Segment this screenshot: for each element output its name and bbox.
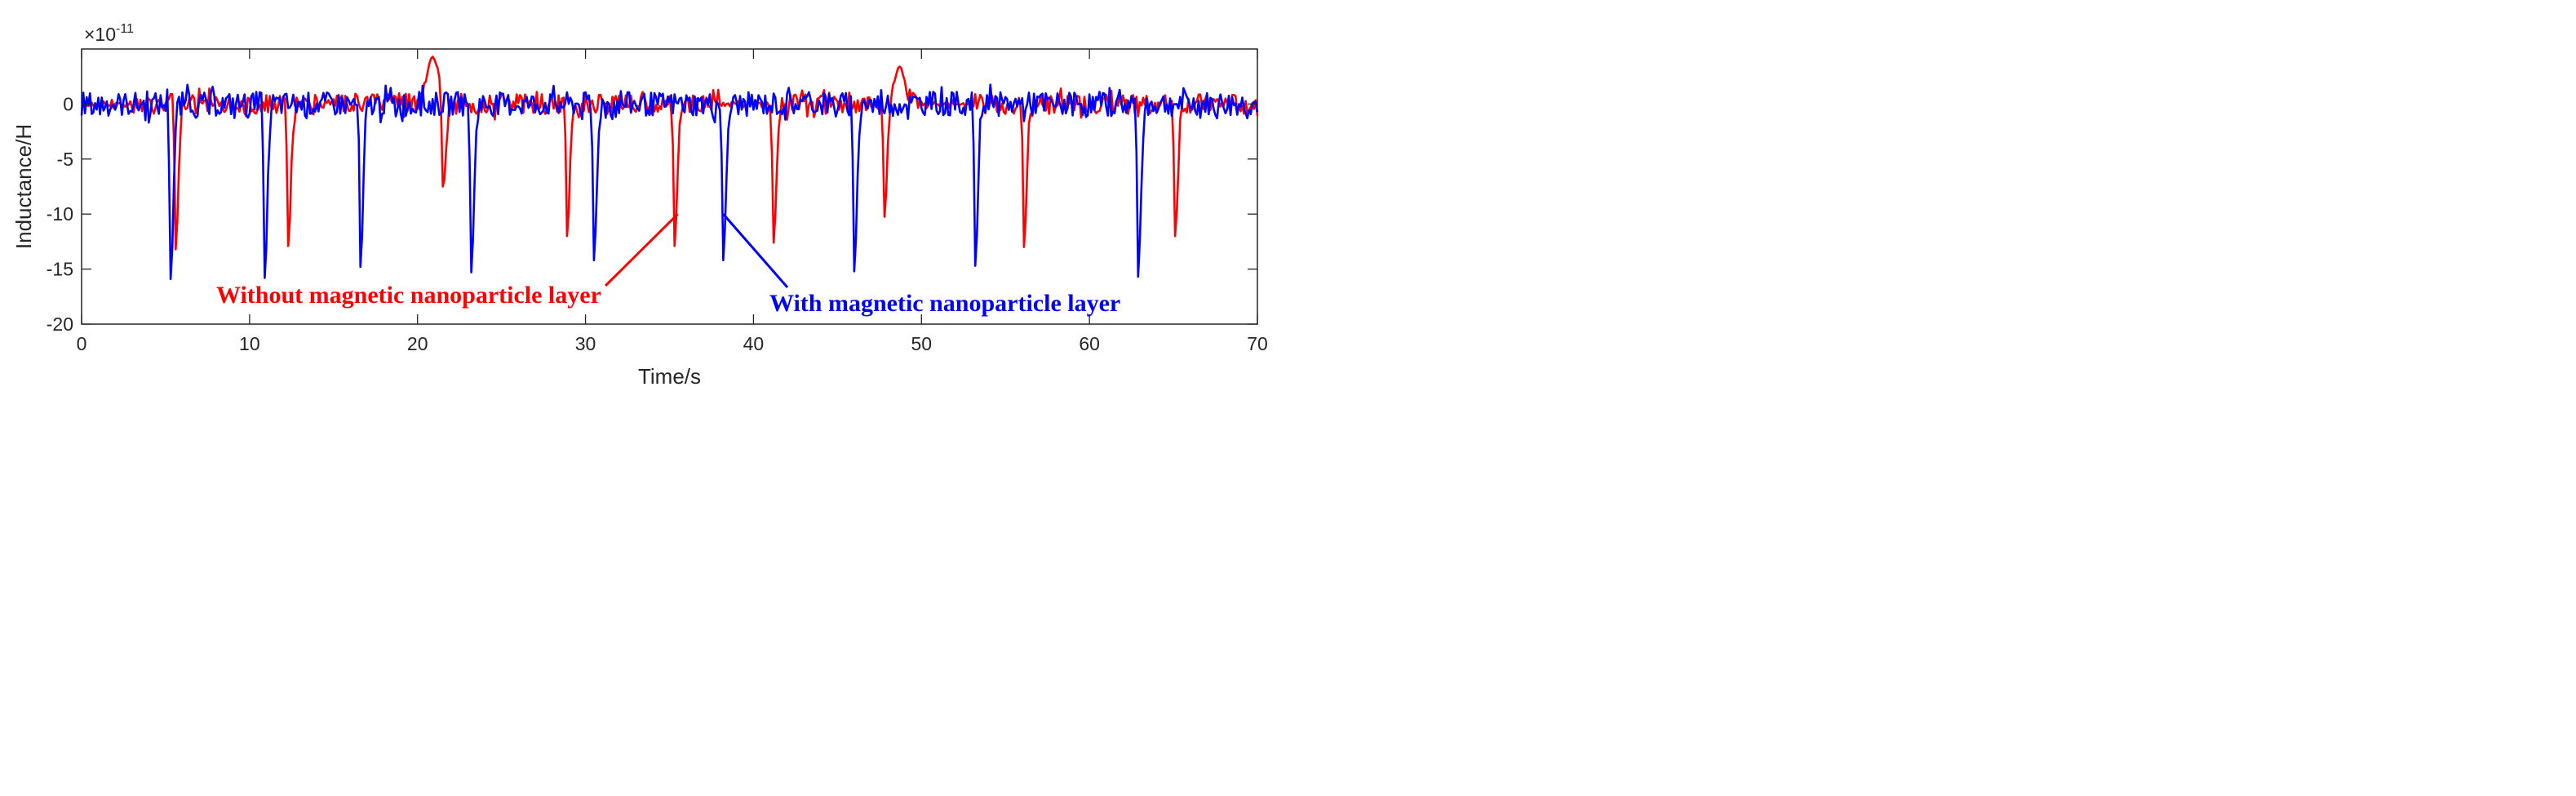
x-tick-label: 10 — [239, 333, 260, 354]
series-line-with-layer — [80, 83, 1259, 280]
y-tick-label: -15 — [47, 259, 73, 280]
inductance-chart: 0 10 20 30 40 50 60 70 -20 -15 -10 -5 0 ×10-11 Time/… — [11, 22, 1268, 389]
y-tick-label: -10 — [47, 203, 73, 225]
y-exponent-label: ×10-11 — [84, 22, 134, 45]
x-tick-label: 60 — [1079, 333, 1100, 354]
y-exponent-base: ×10 — [84, 24, 116, 45]
annotation-layer: Without magnetic nanoparticle layer With… — [216, 213, 1120, 317]
annotation-label-with: With magnetic nanoparticle layer — [769, 290, 1120, 317]
y-exponent-power: -11 — [116, 22, 134, 36]
x-tick-label: 0 — [77, 333, 87, 354]
x-tick-label: 20 — [407, 333, 428, 354]
y-tick-label: -5 — [57, 149, 73, 170]
y-tick-label: -20 — [47, 314, 73, 335]
series-layer — [80, 56, 1259, 280]
ticks-layer: 0 10 20 30 40 50 60 70 -20 -15 -10 -5 0 — [47, 49, 1268, 354]
x-tick-label: 30 — [575, 333, 596, 354]
x-tick-label: 70 — [1247, 333, 1268, 354]
x-tick-label: 40 — [743, 333, 765, 354]
y-axis-title: Inductance/H — [11, 124, 36, 249]
y-tick-label: 0 — [63, 93, 73, 114]
x-axis-title: Time/s — [638, 364, 701, 389]
series-line-without-layer — [81, 56, 1259, 251]
annotation-arrow-blue — [722, 213, 789, 288]
x-tick-label: 50 — [911, 333, 932, 354]
annotation-label-without: Without magnetic nanoparticle layer — [216, 282, 601, 309]
annotation-arrow-red — [604, 213, 679, 287]
